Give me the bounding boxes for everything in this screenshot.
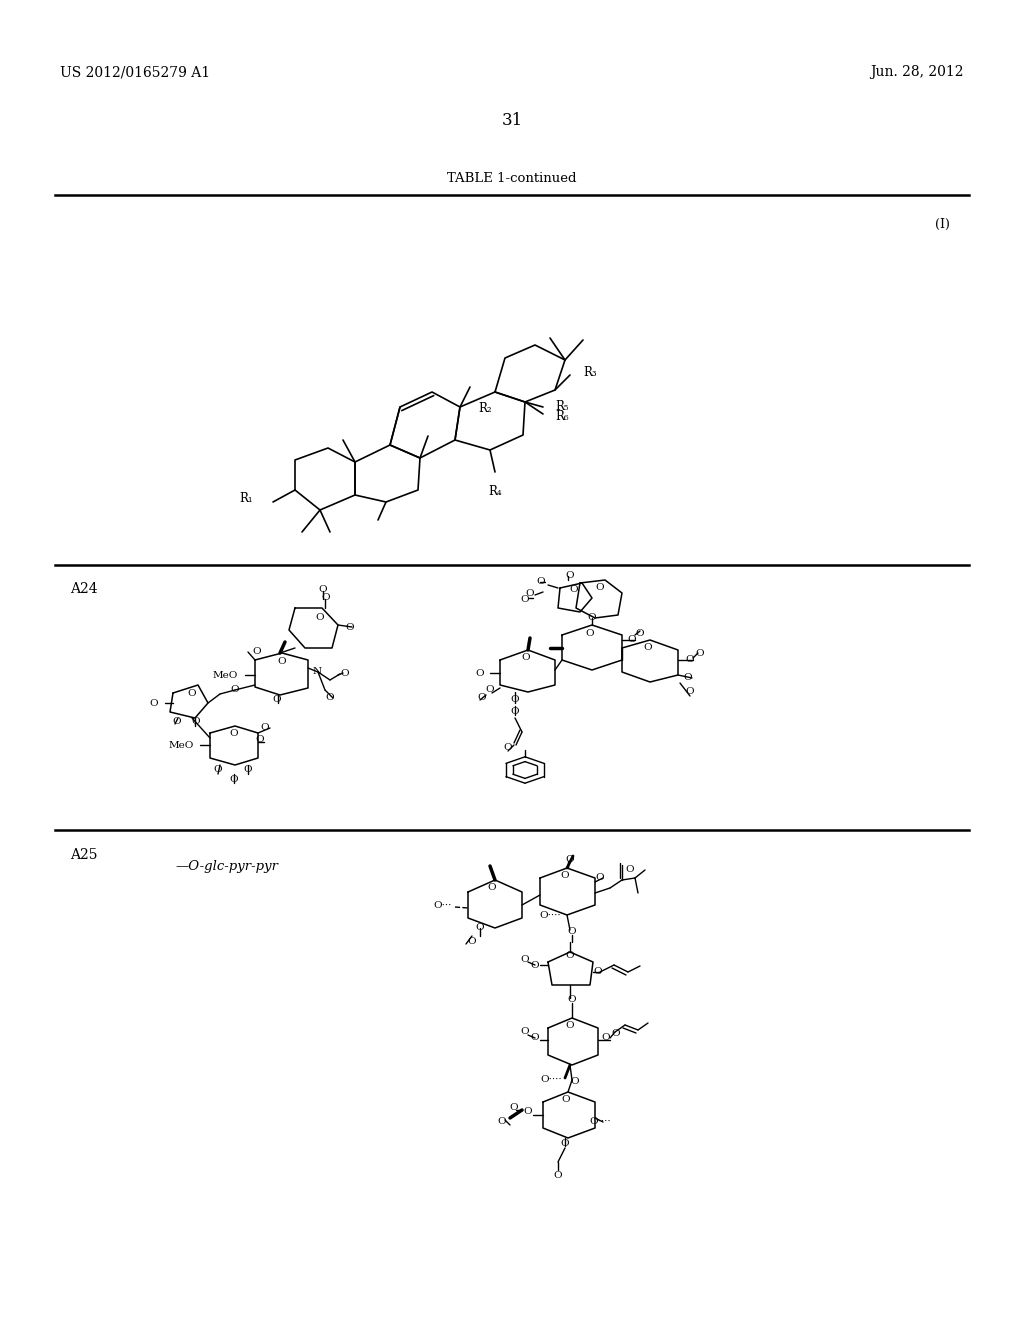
Text: O: O: [596, 874, 604, 883]
Text: O: O: [644, 643, 652, 652]
Text: R₁: R₁: [240, 491, 253, 504]
Text: O: O: [346, 623, 354, 631]
Text: O: O: [187, 689, 197, 698]
Text: O: O: [468, 936, 476, 945]
Text: A25: A25: [70, 847, 97, 862]
Text: O: O: [229, 776, 239, 784]
Text: O: O: [537, 578, 545, 586]
Text: O: O: [477, 693, 486, 702]
Text: O: O: [626, 866, 634, 874]
Text: (I): (I): [935, 218, 950, 231]
Text: O····: O····: [589, 1118, 610, 1126]
Text: —O-glc-pyr-pyr: —O-glc-pyr-pyr: [175, 861, 278, 873]
Text: O: O: [611, 1028, 621, 1038]
Text: O····: O····: [540, 912, 561, 920]
Text: O: O: [567, 928, 577, 936]
Text: O: O: [596, 582, 604, 591]
Text: O: O: [520, 956, 529, 965]
Text: O: O: [561, 870, 569, 879]
Text: O: O: [561, 1138, 569, 1147]
Text: O: O: [523, 1107, 532, 1117]
Text: O: O: [695, 648, 705, 657]
Text: R₃: R₃: [583, 366, 597, 379]
Text: R₆: R₆: [555, 411, 568, 424]
Text: O: O: [554, 1171, 562, 1180]
Text: A24: A24: [70, 582, 97, 597]
Text: O: O: [191, 718, 201, 726]
Text: O: O: [562, 1096, 570, 1105]
Text: O: O: [504, 743, 512, 752]
Text: O: O: [230, 685, 240, 694]
Text: O: O: [684, 673, 692, 682]
Text: O: O: [244, 766, 252, 775]
Text: R₂: R₂: [478, 403, 492, 416]
Text: O: O: [588, 612, 596, 622]
Text: O: O: [530, 961, 540, 969]
Text: O: O: [272, 696, 282, 705]
Text: O: O: [525, 589, 535, 598]
Text: O: O: [565, 570, 574, 579]
Text: US 2012/0165279 A1: US 2012/0165279 A1: [60, 65, 210, 79]
Text: O: O: [628, 635, 636, 644]
Text: O: O: [315, 612, 325, 622]
Text: 31: 31: [502, 112, 522, 129]
Text: O: O: [326, 693, 334, 702]
Text: O: O: [253, 647, 261, 656]
Text: O: O: [530, 1034, 540, 1043]
Text: O: O: [686, 656, 694, 664]
Text: MeO: MeO: [213, 671, 238, 680]
Text: O: O: [214, 766, 222, 775]
Text: O: O: [569, 586, 579, 594]
Text: O: O: [322, 593, 331, 602]
Text: O: O: [510, 1104, 518, 1113]
Text: O: O: [341, 668, 349, 677]
Text: O: O: [602, 1034, 610, 1043]
Text: O: O: [520, 595, 529, 605]
Text: N: N: [313, 668, 323, 676]
Text: O: O: [565, 950, 574, 960]
Text: R₄: R₄: [488, 484, 502, 498]
Text: O: O: [686, 688, 694, 697]
Text: O: O: [565, 855, 574, 865]
Text: O: O: [278, 656, 287, 665]
Text: O···: O···: [433, 900, 452, 909]
Text: O: O: [594, 968, 602, 977]
Text: MeO: MeO: [169, 741, 194, 750]
Text: O: O: [521, 652, 530, 661]
Text: O: O: [511, 696, 519, 705]
Text: O: O: [498, 1118, 506, 1126]
Text: O: O: [636, 628, 644, 638]
Text: O: O: [475, 668, 484, 677]
Text: O: O: [570, 1077, 580, 1086]
Text: O: O: [476, 924, 484, 932]
Text: O: O: [229, 730, 239, 738]
Text: O: O: [565, 1020, 574, 1030]
Text: O: O: [487, 883, 497, 892]
Text: R₅: R₅: [555, 400, 568, 413]
Text: O: O: [256, 735, 264, 744]
Text: O····: O····: [541, 1076, 562, 1085]
Text: O: O: [318, 585, 328, 594]
Text: O: O: [150, 698, 158, 708]
Text: O: O: [261, 723, 269, 733]
Text: O: O: [586, 628, 594, 638]
Text: O: O: [567, 995, 577, 1005]
Text: TABLE 1-continued: TABLE 1-continued: [447, 172, 577, 185]
Text: O: O: [485, 685, 495, 694]
Text: O: O: [511, 708, 519, 717]
Text: O: O: [173, 718, 181, 726]
Text: Jun. 28, 2012: Jun. 28, 2012: [870, 65, 964, 79]
Text: O: O: [520, 1027, 529, 1036]
